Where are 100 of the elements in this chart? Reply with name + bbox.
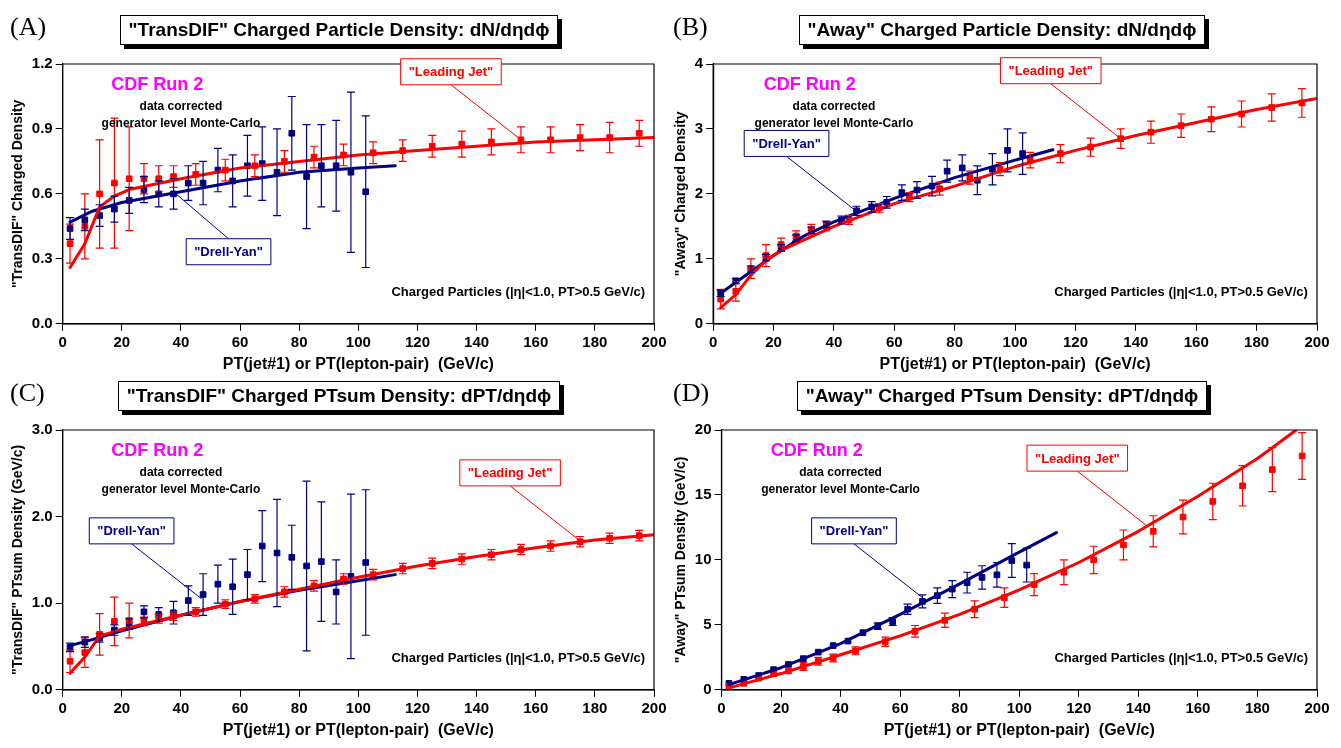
x-tick-label: 140 [1125,698,1151,716]
x-tick-label: 40 [172,698,190,716]
x-tick-label: 120 [1062,332,1088,350]
x-tick-label: 120 [404,332,430,350]
x-tick-label: 100 [1002,332,1028,350]
y-tick-label: 0.6 [31,184,53,202]
x-tick-label: 0 [58,332,67,350]
annotation: Charged Particles (|η|<1.0, PT>0.5 GeV/c) [391,284,646,300]
text: (B) [673,12,708,42]
x-axis-title: PT(jet#1) or PT(lepton-pair) (GeV/c) [883,720,1155,738]
y-tick-label: 1.0 [31,593,53,611]
annotation: "Drell-Yan" [752,136,821,152]
annotation: "Leading Jet" [467,465,553,481]
x-tick-label: 120 [1066,698,1092,716]
x-tick-label: 80 [946,332,964,350]
chart-title: "TransDIF" Charged Particle Density: dN/dηdϕ [119,15,559,45]
annotation: CDF Run 2 [111,439,204,460]
x-tick-label: 40 [832,698,849,716]
x-tick-label: 160 [523,698,549,716]
annotation: "Drell-Yan" [194,244,263,260]
text: (A) [10,12,47,42]
x-tick-label: 200 [1304,698,1330,716]
x-tick-label: 0 [58,698,67,716]
x-tick-label: 200 [641,698,667,716]
annotation: Charged Particles (|η|<1.0, PT>0.5 GeV/c) [391,650,646,666]
text: (C) [10,378,45,408]
x-tick-label: 140 [464,698,490,716]
x-tick-label: 200 [1304,332,1330,350]
y-tick-label: 5 [703,614,712,632]
annotation: generator level Monte-Carlo [761,482,920,497]
annotation: CDF Run 2 [770,439,863,460]
x-tick-label: 140 [1123,332,1149,350]
x-axis-title: PT(jet#1) or PT(lepton-pair) (GeV/c) [879,354,1151,372]
y-tick-label: 1 [694,248,704,266]
y-tick-label: 2 [694,184,704,202]
x-tick-label: 80 [290,332,308,350]
y-axis-title: "TransDIF" Charged Density [9,99,26,289]
annotation: generator level Monte-Carlo [754,116,914,131]
x-tick-label: 140 [464,332,490,350]
x-tick-label: 20 [765,332,782,350]
annotation: data corrected [139,99,223,114]
x-tick-label: 40 [172,332,190,350]
x-tick-label: 100 [1006,698,1032,716]
text: (D) [673,378,710,408]
chart-title: "TransDIF" Charged PTsum Density: dPT/dηdϕ [117,381,561,411]
x-tick-label: 180 [1244,332,1270,350]
annotation: data corrected [792,99,876,114]
x-tick-label: 160 [1183,332,1209,350]
y-tick-label: 0.3 [31,248,53,266]
x-tick-label: 40 [825,332,843,350]
y-tick-label: 3.0 [31,420,53,438]
x-tick-label: 60 [231,698,249,716]
y-tick-label: 0 [703,679,712,697]
y-tick-label: 0.0 [31,313,53,331]
annotation: CDF Run 2 [111,73,204,94]
annotation: generator level Monte-Carlo [101,482,261,497]
y-tick-label: 0.0 [31,679,53,697]
x-tick-label: 200 [641,332,667,350]
y-tick-label: 2.0 [31,506,53,524]
annotation: data corrected [799,465,882,480]
x-tick-label: 20 [113,698,131,716]
x-tick-label: 20 [772,698,790,716]
annotation: "Drell-Yan" [97,523,166,539]
x-tick-label: 0 [717,698,726,716]
y-tick-label: 3 [694,119,704,137]
y-tick-label: 1.2 [31,54,53,72]
annotation: data corrected [139,465,223,480]
x-tick-label: 180 [1244,698,1270,716]
y-axis-title: "Away" PTsum Density (GeV/c) [672,456,689,664]
x-tick-label: 60 [891,698,909,716]
x-tick-label: 100 [345,698,371,716]
chart-title: "Away" Charged PTsum Density: dPT/dηdϕ [796,381,1208,411]
y-tick-label: 10 [694,550,712,568]
annotation: Charged Particles (|η|<1.0, PT>0.5 GeV/c) [1054,650,1309,666]
chart-title: "Away" Charged Particle Density: dN/dηdϕ [798,15,1206,45]
x-tick-label: 160 [1185,698,1211,716]
x-tick-label: 60 [231,332,249,350]
y-tick-label: 0 [694,313,704,331]
y-axis-title: "TransDIF" PTsum Density (GeV/c) [9,444,26,675]
x-tick-label: 160 [523,332,549,350]
x-tick-label: 180 [582,332,608,350]
x-tick-label: 80 [290,698,308,716]
x-axis-title: PT(jet#1) or PT(lepton-pair) (GeV/c) [222,354,494,372]
x-tick-label: 20 [113,332,131,350]
y-tick-label: 20 [694,420,712,438]
annotation: "Drell-Yan" [819,523,889,539]
annotation: "Leading Jet" [1008,63,1094,79]
y-tick-label: 4 [694,54,704,72]
y-axis-title: "Away" Charged Density [672,111,689,277]
annotation: "Leading Jet" [1034,450,1120,466]
annotation: CDF Run 2 [763,73,856,94]
x-tick-label: 180 [582,698,608,716]
x-tick-label: 80 [951,698,969,716]
x-axis-title: PT(jet#1) or PT(lepton-pair) (GeV/c) [222,720,494,738]
x-tick-label: 120 [404,698,430,716]
x-tick-label: 100 [345,332,371,350]
x-tick-label: 60 [885,332,903,350]
annotation: "Leading Jet" [408,64,494,80]
y-tick-label: 0.9 [31,119,53,137]
y-tick-label: 15 [694,485,712,503]
